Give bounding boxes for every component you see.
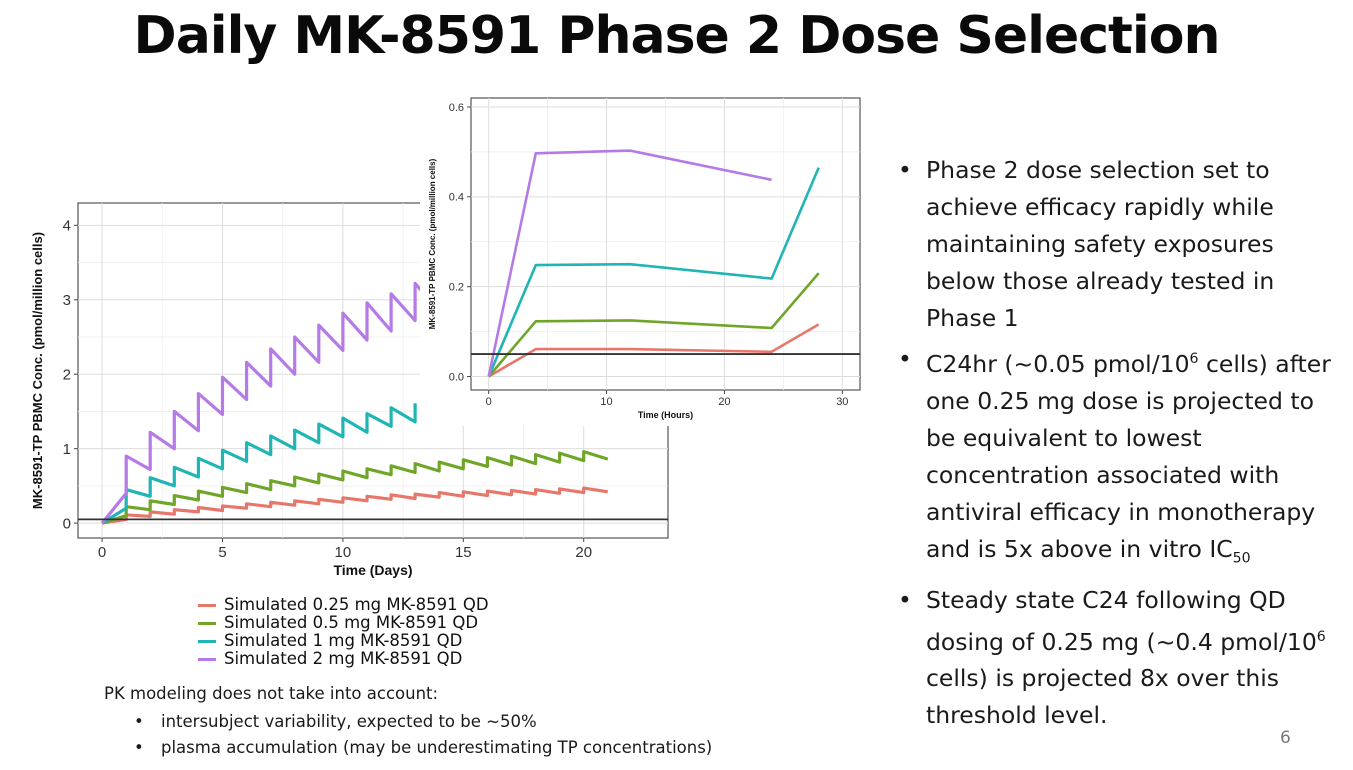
inset-chart-hours: 0 10 20 30 0.0 0.2 0.4 0.6 Time (Hours) MK-8591-T… — [420, 96, 868, 426]
y-tick-label: 1 — [63, 441, 71, 458]
slide-title: Daily MK-8591 Phase 2 Dose Selection — [133, 6, 1221, 66]
modeling-note-item: plasma accumulation (may be underestimat… — [134, 735, 712, 761]
y-tick-label: 2 — [63, 366, 71, 383]
y-axis-title: MK-8591-TP PBMC Conc. (pmol/million cell… — [428, 158, 437, 329]
page-number: 6 — [1280, 728, 1291, 748]
x-tick-label: 20 — [575, 544, 592, 561]
x-tick-label: 10 — [600, 396, 612, 408]
modeling-note-list: intersubject variability, expected to be… — [134, 709, 712, 761]
series-line-1 — [487, 272, 820, 378]
legend-key-05mg — [198, 621, 216, 625]
x-tick-label: 15 — [455, 544, 472, 561]
series-line-3 — [487, 149, 772, 377]
series-line-0 — [101, 486, 609, 525]
y-tick-label: 3 — [63, 292, 71, 309]
y-tick-label: 0.4 — [449, 192, 464, 204]
legend-label-1mg: Simulated 1 mg MK-8591 QD — [224, 631, 463, 650]
legend-key-025mg — [198, 603, 216, 607]
series-line-1 — [101, 450, 609, 525]
key-point-2: C24hr (~0.05 pmol/106 cells) after one 0… — [896, 341, 1346, 578]
key-point-3: Steady state C24 following QD dosing of … — [896, 582, 1346, 735]
x-tick-label: 0 — [486, 396, 492, 408]
modeling-note: PK modeling does not take into account: … — [104, 684, 712, 761]
legend-label-025mg: Simulated 0.25 mg MK-8591 QD — [224, 595, 489, 614]
x-tick-label: 10 — [335, 544, 352, 561]
modeling-note-heading: PK modeling does not take into account: — [104, 684, 439, 703]
legend-item-05mg: Simulated 0.5 mg MK-8591 QD — [198, 614, 489, 632]
modeling-note-item: intersubject variability, expected to be… — [134, 709, 712, 735]
x-axis-title: Time (Days) — [333, 562, 412, 578]
legend-label-05mg: Simulated 0.5 mg MK-8591 QD — [224, 613, 479, 632]
legend-item-1mg: Simulated 1 mg MK-8591 QD — [198, 632, 489, 650]
x-tick-label: 0 — [98, 544, 106, 561]
x-axis-title: Time (Hours) — [638, 410, 693, 420]
legend-item-2mg: Simulated 2 mg MK-8591 QD — [198, 650, 489, 668]
legend-key-1mg — [198, 639, 216, 643]
y-tick-label: 4 — [63, 218, 71, 235]
x-tick-label: 5 — [218, 544, 226, 561]
chart-legend: Simulated 0.25 mg MK-8591 QD Simulated 0… — [198, 596, 489, 668]
x-tick-label: 30 — [836, 396, 848, 408]
key-points-list: Phase 2 dose selection set to achieve ef… — [896, 152, 1346, 738]
key-point-1: Phase 2 dose selection set to achieve ef… — [896, 152, 1346, 337]
y-tick-label: 0.6 — [449, 102, 464, 114]
series-line-2 — [101, 403, 417, 525]
y-tick-label: 0 — [63, 515, 71, 532]
series-line-2 — [487, 167, 820, 378]
x-tick-label: 20 — [718, 396, 730, 408]
y-tick-label: 0.2 — [449, 282, 464, 294]
legend-key-2mg — [198, 657, 216, 661]
series-line-0 — [488, 323, 820, 378]
y-tick-label: 0.0 — [449, 371, 464, 383]
y-axis-title: MK-8591-TP PBMC Conc. (pmol/million cell… — [30, 232, 45, 509]
legend-item-025mg: Simulated 0.25 mg MK-8591 QD — [198, 596, 489, 614]
legend-label-2mg: Simulated 2 mg MK-8591 QD — [224, 649, 463, 668]
